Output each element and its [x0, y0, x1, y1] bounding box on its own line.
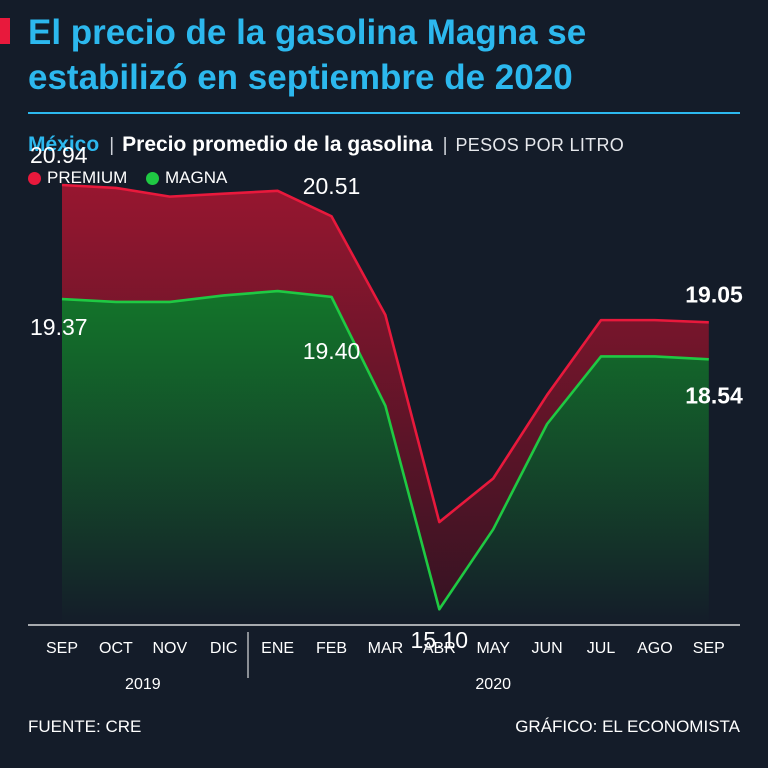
subtitle-separator: | [109, 135, 115, 156]
x-tick-label: OCT [99, 640, 133, 657]
x-tick-label: JUN [532, 640, 563, 657]
data-label: 18.54 [685, 382, 743, 408]
legend-label-premium: PREMIUM [47, 168, 128, 187]
data-label: 19.05 [685, 281, 743, 307]
legend-item-magna: MAGNA [146, 168, 227, 188]
year-label: 2020 [475, 676, 511, 693]
country-label: México [28, 133, 100, 156]
title-divider [28, 112, 740, 114]
units-label: PESOS POR LITRO [455, 135, 625, 155]
magna-area [62, 291, 709, 625]
year-label: 2019 [125, 676, 161, 693]
x-tick-label: SEP [46, 640, 78, 657]
x-tick-label: MAR [368, 640, 404, 657]
subtitle-separator: | [442, 135, 448, 156]
chart-subtitle: México | Precio promedio de la gasolina | PE… [28, 132, 748, 159]
legend-dot-magna [146, 171, 160, 185]
data-label: 19.40 [303, 338, 361, 364]
x-tick-label: MAY [476, 640, 510, 657]
x-tick-label: FEB [316, 640, 347, 657]
x-tick-label: JUL [587, 640, 616, 657]
x-tick-label: AGO [637, 640, 673, 657]
title-accent-bar [0, 18, 10, 44]
legend-item-premium: PREMIUM [28, 168, 127, 188]
legend-dot-premium [28, 171, 41, 185]
legend-label-magna: MAGNA [165, 168, 228, 187]
chart-description: Precio promedio de la gasolina [122, 133, 433, 156]
credit-note: GRÁFICO: EL ECONOMISTA [515, 717, 740, 736]
source-note: FUENTE: CRE [28, 717, 142, 736]
chart-legend: PREMIUM MAGNA [28, 168, 241, 190]
premium-area [62, 185, 709, 610]
data-label: 15.10 [411, 627, 469, 653]
data-label: 20.94 [30, 142, 88, 168]
x-tick-label: DIC [210, 640, 238, 657]
x-tick-label: SEP [693, 640, 725, 657]
data-label: 20.51 [303, 173, 361, 199]
x-tick-label: ABR [423, 640, 456, 657]
x-tick-label: NOV [152, 640, 187, 657]
chart-title: El precio de la gasolina Magna se estabi… [28, 13, 587, 97]
x-tick-label: ENE [261, 640, 294, 657]
data-label: 19.37 [30, 314, 88, 340]
